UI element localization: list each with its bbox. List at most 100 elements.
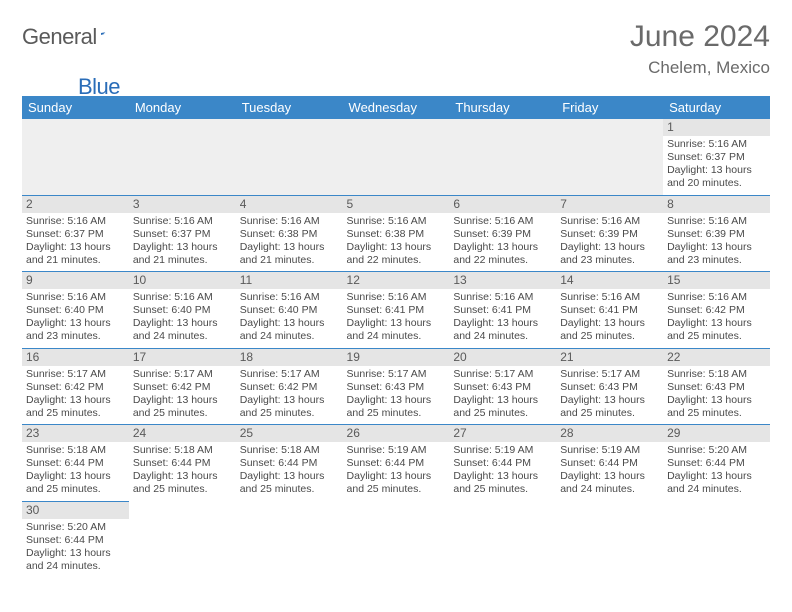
daylight-text: Daylight: 13 hours (560, 394, 659, 407)
daylight-text: Daylight: 13 hours (347, 241, 446, 254)
sunset-text: Sunset: 6:38 PM (347, 228, 446, 241)
day-number: 3 (129, 196, 236, 213)
sunset-text: Sunset: 6:37 PM (667, 151, 766, 164)
sunset-text: Sunset: 6:37 PM (26, 228, 125, 241)
header: General June 2024 Chelem, Mexico (22, 20, 770, 78)
daylight-text: Daylight: 13 hours (347, 470, 446, 483)
calendar-cell: 23Sunrise: 5:18 AMSunset: 6:44 PMDayligh… (22, 425, 129, 502)
sunset-text: Sunset: 6:44 PM (26, 534, 125, 547)
daylight-text: Daylight: 13 hours (453, 317, 552, 330)
calendar-cell (556, 501, 663, 577)
logo: General (22, 24, 129, 50)
sunrise-text: Sunrise: 5:16 AM (453, 291, 552, 304)
daylight-text: and 22 minutes. (347, 254, 446, 267)
sunset-text: Sunset: 6:41 PM (453, 304, 552, 317)
calendar-cell (663, 501, 770, 577)
sunset-text: Sunset: 6:44 PM (560, 457, 659, 470)
sunset-text: Sunset: 6:44 PM (453, 457, 552, 470)
day-number: 5 (343, 196, 450, 213)
sunset-text: Sunset: 6:43 PM (347, 381, 446, 394)
daylight-text: and 25 minutes. (560, 330, 659, 343)
calendar-cell: 21Sunrise: 5:17 AMSunset: 6:43 PMDayligh… (556, 348, 663, 425)
calendar-week-row: 2Sunrise: 5:16 AMSunset: 6:37 PMDaylight… (22, 195, 770, 272)
daylight-text: and 24 minutes. (26, 560, 125, 573)
daylight-text: Daylight: 13 hours (26, 394, 125, 407)
calendar-cell: 10Sunrise: 5:16 AMSunset: 6:40 PMDayligh… (129, 272, 236, 349)
daylight-text: Daylight: 13 hours (133, 470, 232, 483)
day-number: 15 (663, 272, 770, 289)
calendar-cell: 3Sunrise: 5:16 AMSunset: 6:37 PMDaylight… (129, 195, 236, 272)
day-number: 11 (236, 272, 343, 289)
calendar-cell (129, 119, 236, 195)
calendar-cell: 1Sunrise: 5:16 AMSunset: 6:37 PMDaylight… (663, 119, 770, 195)
daylight-text: and 21 minutes. (133, 254, 232, 267)
daylight-text: Daylight: 13 hours (667, 164, 766, 177)
sunrise-text: Sunrise: 5:20 AM (667, 444, 766, 457)
calendar-cell: 19Sunrise: 5:17 AMSunset: 6:43 PMDayligh… (343, 348, 450, 425)
day-number: 9 (22, 272, 129, 289)
calendar-cell (22, 119, 129, 195)
title-block: June 2024 Chelem, Mexico (630, 20, 770, 78)
sunrise-text: Sunrise: 5:17 AM (133, 368, 232, 381)
calendar-cell (343, 119, 450, 195)
daylight-text: and 22 minutes. (453, 254, 552, 267)
daylight-text: Daylight: 13 hours (26, 470, 125, 483)
day-number: 16 (22, 349, 129, 366)
daylight-text: and 25 minutes. (347, 407, 446, 420)
day-number: 25 (236, 425, 343, 442)
sunset-text: Sunset: 6:42 PM (133, 381, 232, 394)
calendar-cell: 4Sunrise: 5:16 AMSunset: 6:38 PMDaylight… (236, 195, 343, 272)
day-number: 28 (556, 425, 663, 442)
weekday-header: Friday (556, 96, 663, 119)
daylight-text: and 25 minutes. (240, 407, 339, 420)
calendar-cell (129, 501, 236, 577)
daylight-text: Daylight: 13 hours (453, 394, 552, 407)
sunset-text: Sunset: 6:42 PM (240, 381, 339, 394)
calendar-cell (449, 119, 556, 195)
daylight-text: Daylight: 13 hours (560, 241, 659, 254)
daylight-text: and 23 minutes. (667, 254, 766, 267)
calendar-cell (343, 501, 450, 577)
calendar-cell: 14Sunrise: 5:16 AMSunset: 6:41 PMDayligh… (556, 272, 663, 349)
sunrise-text: Sunrise: 5:16 AM (133, 215, 232, 228)
day-number: 2 (22, 196, 129, 213)
day-number: 22 (663, 349, 770, 366)
daylight-text: and 25 minutes. (133, 483, 232, 496)
sunset-text: Sunset: 6:39 PM (453, 228, 552, 241)
daylight-text: Daylight: 13 hours (560, 470, 659, 483)
sunrise-text: Sunrise: 5:17 AM (26, 368, 125, 381)
calendar-cell: 16Sunrise: 5:17 AMSunset: 6:42 PMDayligh… (22, 348, 129, 425)
calendar-week-row: 30Sunrise: 5:20 AMSunset: 6:44 PMDayligh… (22, 501, 770, 577)
daylight-text: and 21 minutes. (240, 254, 339, 267)
day-number: 12 (343, 272, 450, 289)
day-number: 13 (449, 272, 556, 289)
day-number: 8 (663, 196, 770, 213)
calendar-cell (236, 501, 343, 577)
sunset-text: Sunset: 6:37 PM (133, 228, 232, 241)
sunset-text: Sunset: 6:40 PM (26, 304, 125, 317)
month-title: June 2024 (630, 20, 770, 54)
daylight-text: Daylight: 13 hours (667, 470, 766, 483)
sunset-text: Sunset: 6:40 PM (240, 304, 339, 317)
sunset-text: Sunset: 6:43 PM (560, 381, 659, 394)
daylight-text: and 21 minutes. (26, 254, 125, 267)
daylight-text: Daylight: 13 hours (347, 317, 446, 330)
daylight-text: and 24 minutes. (347, 330, 446, 343)
sunrise-text: Sunrise: 5:18 AM (240, 444, 339, 457)
day-number: 1 (663, 119, 770, 136)
daylight-text: and 25 minutes. (560, 407, 659, 420)
daylight-text: Daylight: 13 hours (240, 394, 339, 407)
day-number: 7 (556, 196, 663, 213)
calendar-cell: 30Sunrise: 5:20 AMSunset: 6:44 PMDayligh… (22, 501, 129, 577)
sunrise-text: Sunrise: 5:19 AM (453, 444, 552, 457)
sunrise-text: Sunrise: 5:16 AM (667, 291, 766, 304)
calendar-week-row: 16Sunrise: 5:17 AMSunset: 6:42 PMDayligh… (22, 348, 770, 425)
sunset-text: Sunset: 6:43 PM (453, 381, 552, 394)
day-number: 20 (449, 349, 556, 366)
sunrise-text: Sunrise: 5:16 AM (240, 215, 339, 228)
calendar-cell: 6Sunrise: 5:16 AMSunset: 6:39 PMDaylight… (449, 195, 556, 272)
calendar-cell: 22Sunrise: 5:18 AMSunset: 6:43 PMDayligh… (663, 348, 770, 425)
calendar-cell: 24Sunrise: 5:18 AMSunset: 6:44 PMDayligh… (129, 425, 236, 502)
daylight-text: and 24 minutes. (240, 330, 339, 343)
daylight-text: Daylight: 13 hours (453, 470, 552, 483)
